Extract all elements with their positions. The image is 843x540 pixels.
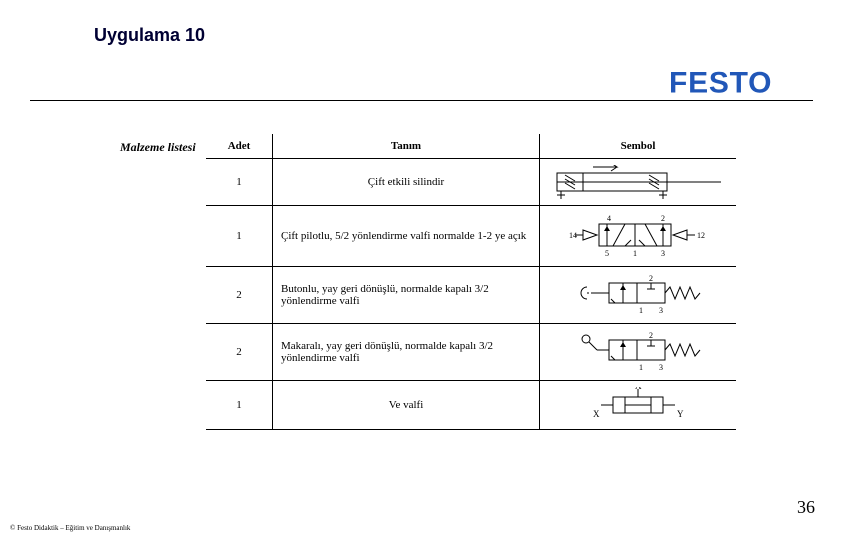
cell-sembol	[540, 159, 737, 206]
cell-adet: 2	[206, 267, 273, 324]
logo-text: FESTO	[669, 67, 772, 100]
cell-sembol: 4 2 14 12 5 1 3	[540, 206, 737, 267]
cell-tanim: Çift pilotlu, 5/2 yönlendirme valfi norm…	[273, 206, 540, 267]
col-adet: Adet	[206, 134, 273, 159]
svg-text:4: 4	[607, 214, 611, 223]
cell-adet: 1	[206, 159, 273, 206]
svg-text:1: 1	[633, 249, 637, 258]
table-row: 1 Ve valfi X A Y	[206, 381, 736, 430]
header-rule	[30, 100, 813, 101]
port-a: A	[635, 387, 642, 391]
svg-text:1: 1	[639, 306, 643, 315]
copyright-text: © Festo Didaktik – Eğitim ve Danışmanlık	[10, 524, 130, 532]
page-number: 36	[797, 497, 815, 518]
svg-text:3: 3	[661, 249, 665, 258]
cell-tanim: Çift etkili silindir	[273, 159, 540, 206]
svg-text:2: 2	[649, 274, 653, 283]
three-two-pushbutton-valve-icon: 2 1 3	[548, 273, 728, 317]
cell-sembol: 2 1 3	[540, 324, 737, 381]
port-x: X	[593, 409, 600, 419]
cell-tanim: Ve valfi	[273, 381, 540, 430]
table-row: 1 Çift pilotlu, 5/2 yönlendirme valfi no…	[206, 206, 736, 267]
cell-tanim: Butonlu, yay geri dönüşlü, normalde kapa…	[273, 267, 540, 324]
material-table: Adet Tanım Sembol 1 Çift etkili silindir	[206, 134, 736, 430]
festo-logo: FESTO	[669, 64, 819, 100]
svg-text:12: 12	[697, 231, 705, 240]
port-y: Y	[677, 409, 684, 419]
cell-sembol: 2 1 3	[540, 267, 737, 324]
table-row: 2 Makaralı, yay geri dönüşlü, normalde k…	[206, 324, 736, 381]
five-two-valve-icon: 4 2 14 12 5 1 3	[548, 212, 728, 260]
table-header-row: Adet Tanım Sembol	[206, 134, 736, 159]
svg-text:3: 3	[659, 363, 663, 372]
svg-text:1: 1	[639, 363, 643, 372]
svg-text:3: 3	[659, 306, 663, 315]
svg-text:14: 14	[569, 231, 577, 240]
table-row: 1 Çift etkili silindir	[206, 159, 736, 206]
section-heading: Malzeme listesi	[120, 140, 196, 155]
cell-sembol: X A Y	[540, 381, 737, 430]
col-tanim: Tanım	[273, 134, 540, 159]
cell-adet: 1	[206, 206, 273, 267]
svg-text:2: 2	[649, 331, 653, 340]
table-row: 2 Butonlu, yay geri dönüşlü, normalde ka…	[206, 267, 736, 324]
double-acting-cylinder-icon	[548, 165, 728, 199]
cell-tanim: Makaralı, yay geri dönüşlü, normalde kap…	[273, 324, 540, 381]
col-sembol: Sembol	[540, 134, 737, 159]
svg-text:5: 5	[605, 249, 609, 258]
svg-text:2: 2	[661, 214, 665, 223]
and-valve-icon: X A Y	[548, 387, 728, 423]
page-title: Uygulama 10	[94, 25, 205, 46]
three-two-roller-valve-icon: 2 1 3	[548, 330, 728, 374]
cell-adet: 2	[206, 324, 273, 381]
cell-adet: 1	[206, 381, 273, 430]
